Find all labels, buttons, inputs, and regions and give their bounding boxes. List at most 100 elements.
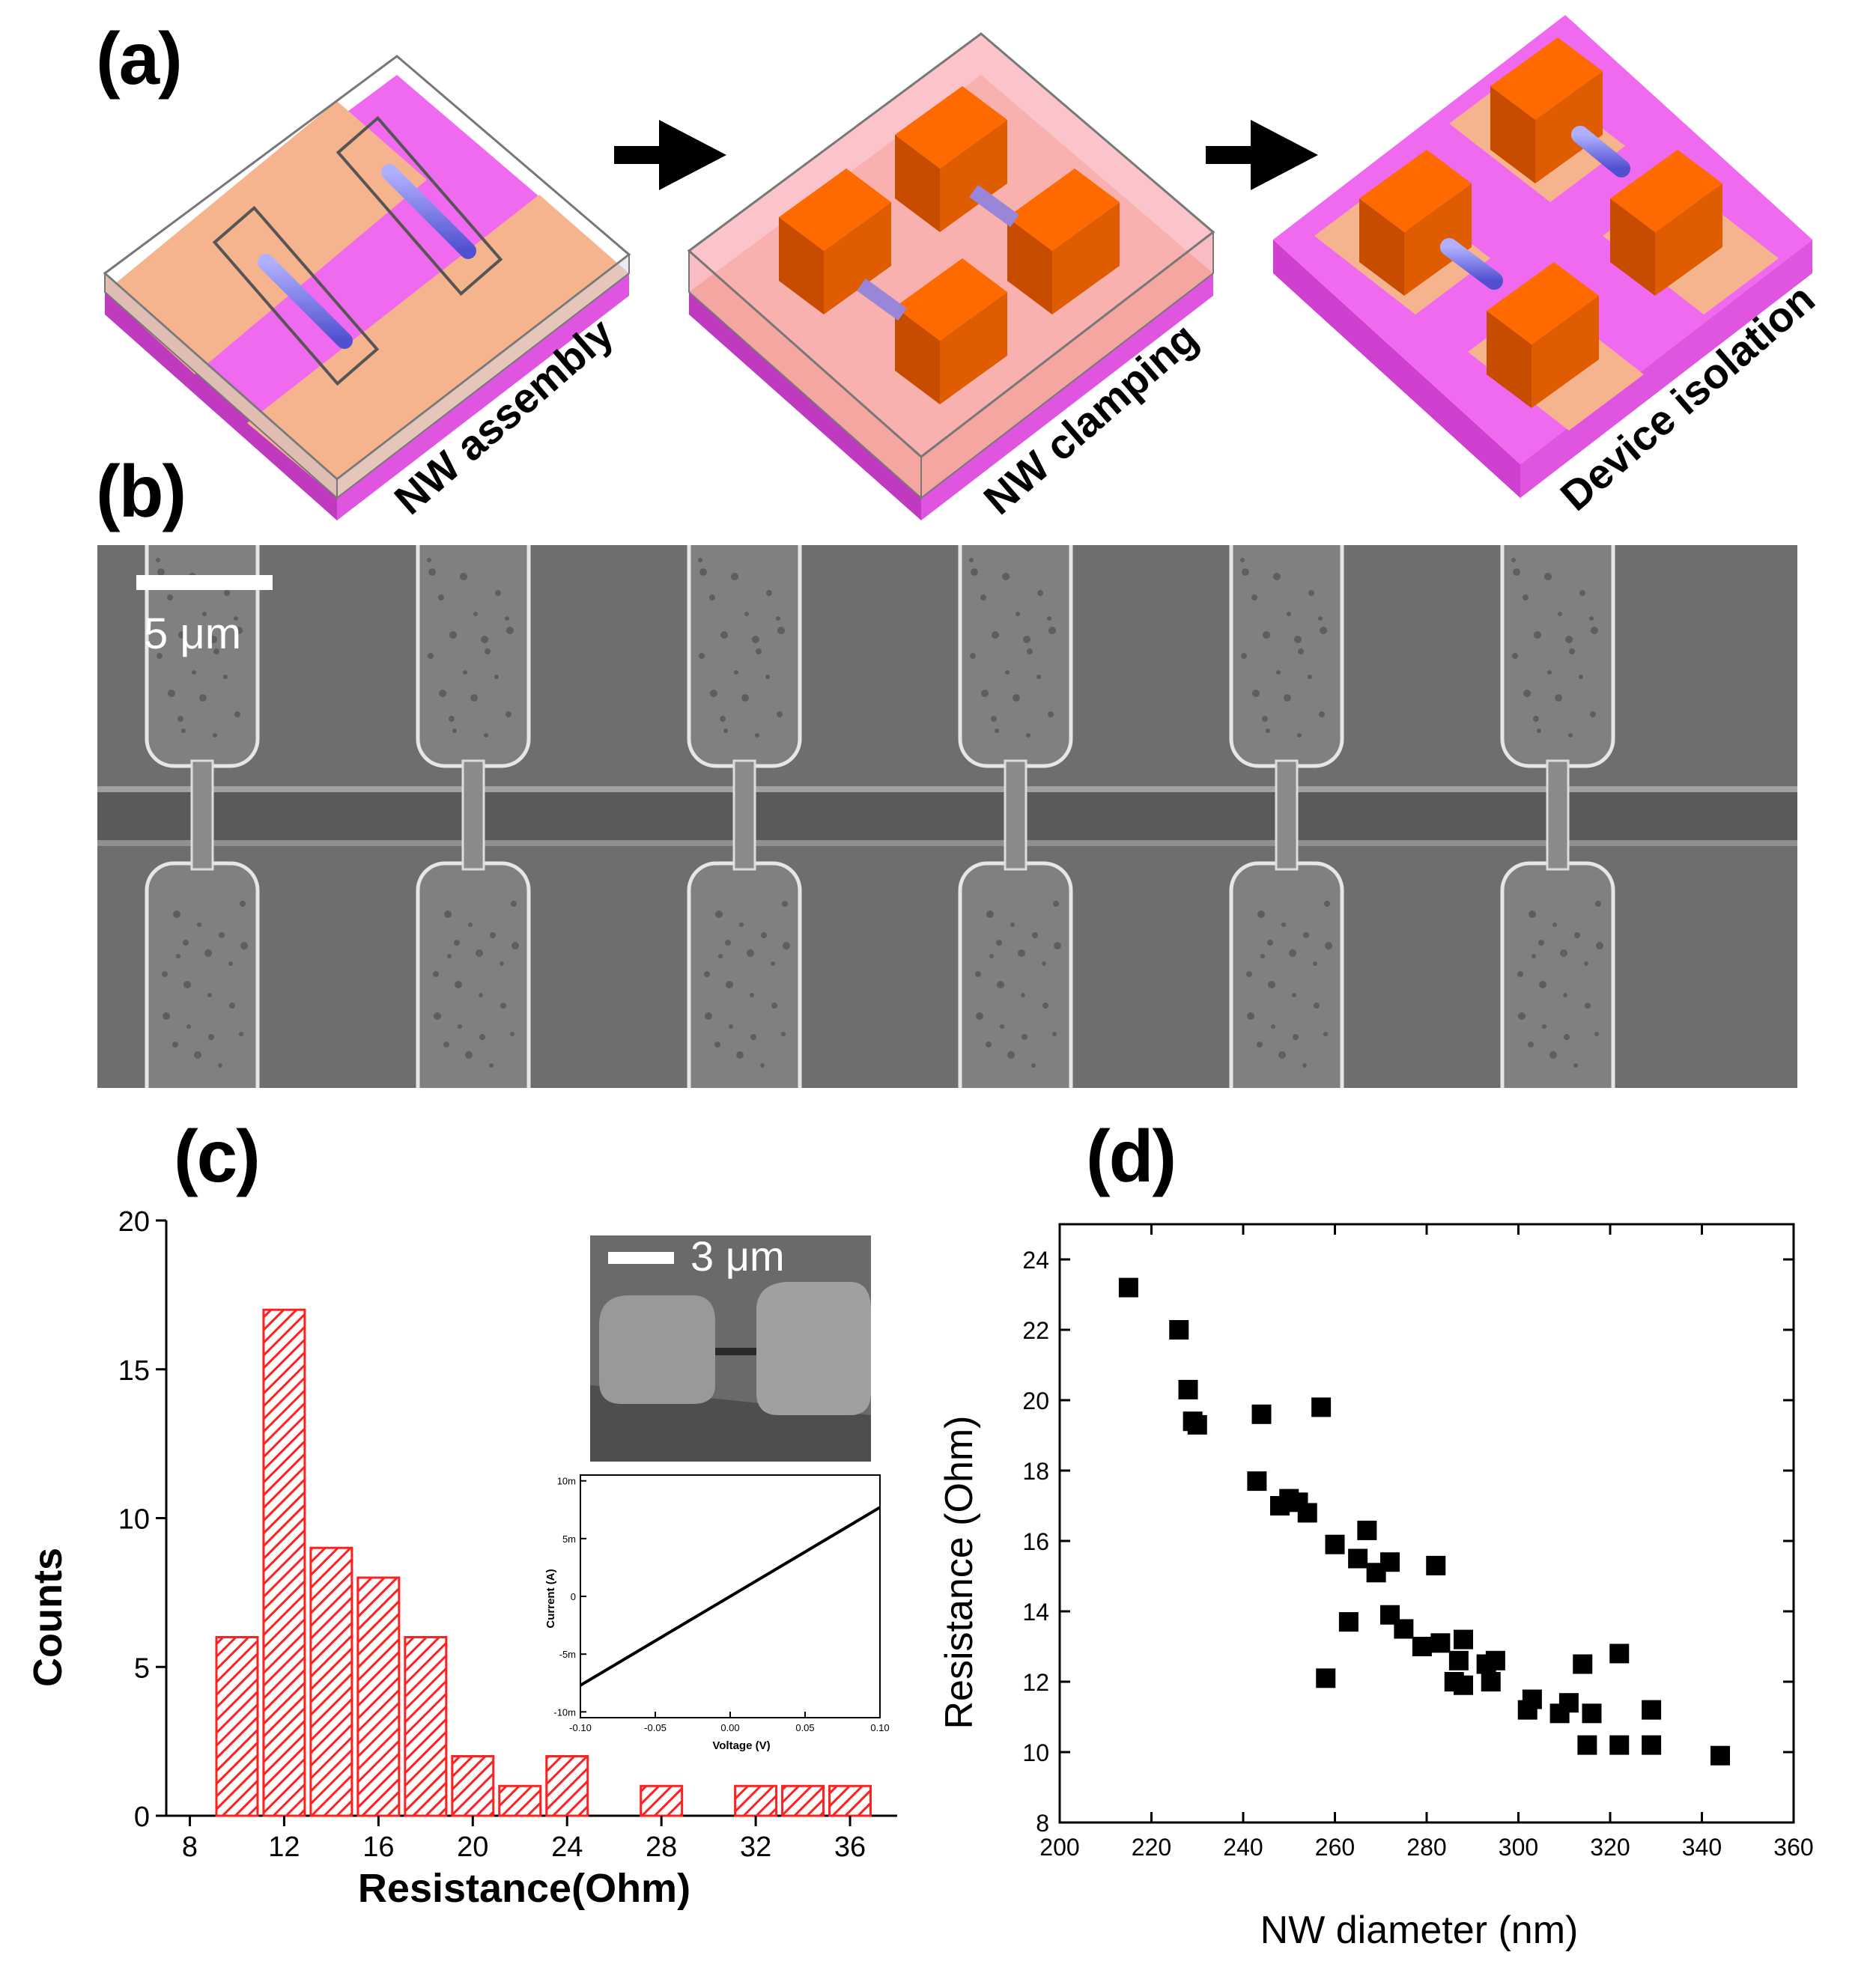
scatter-point: [1380, 1552, 1400, 1572]
iv-x-tick-label: -0.05: [644, 1722, 667, 1733]
pad-texture: [1560, 949, 1567, 957]
pad-texture: [460, 573, 467, 580]
pad-texture: [718, 954, 723, 958]
pad-texture: [750, 1034, 756, 1040]
pad-texture: [765, 675, 770, 679]
pad-texture: [183, 940, 189, 946]
pad-texture: [1042, 961, 1046, 966]
pad-texture: [1005, 670, 1010, 675]
panel-label-d: (d): [1086, 1115, 1177, 1197]
pad-texture: [1278, 1051, 1286, 1059]
scatter-point: [1609, 1735, 1630, 1755]
pad-texture: [1273, 573, 1281, 580]
pad-texture: [1036, 675, 1041, 679]
inset-sem-image: 3 μm: [590, 1232, 871, 1462]
pad-texture: [484, 733, 488, 738]
pad-texture: [720, 716, 726, 722]
step-nw-assembly-diagram: [103, 55, 631, 520]
scatter-y-tick-label: 16: [1022, 1528, 1049, 1555]
scatter-point: [1325, 1534, 1345, 1554]
nanowire: [461, 759, 485, 871]
pad-texture: [976, 1012, 983, 1020]
hist-bar: [640, 1784, 684, 1817]
nanowire: [857, 278, 907, 321]
pad-texture: [454, 940, 460, 946]
iv-y-tick-label: 10m: [557, 1476, 576, 1487]
pad-texture: [986, 1042, 992, 1048]
pad-texture: [224, 590, 230, 596]
pad-texture: [1052, 1032, 1057, 1036]
pad-texture: [1257, 910, 1265, 918]
hist-y-tick-label: 15: [118, 1355, 150, 1387]
pad-texture: [969, 558, 974, 562]
pad-texture: [506, 627, 514, 634]
pad-texture: [186, 1024, 191, 1029]
pad-texture: [989, 954, 994, 958]
pad-texture: [1589, 616, 1594, 621]
pad-texture: [1591, 627, 1598, 634]
pad-texture: [213, 733, 217, 738]
pad-texture: [1555, 694, 1562, 702]
pad-texture: [1018, 949, 1025, 957]
scatter-point: [1118, 1277, 1138, 1298]
pad-texture: [1596, 942, 1603, 949]
pad-texture: [1302, 1063, 1307, 1068]
scatter-point: [1187, 1414, 1207, 1435]
iv-y-tick-label: -10m: [553, 1706, 576, 1718]
scatter-y-tick-label: 14: [1022, 1599, 1049, 1626]
hist-bar: [734, 1784, 778, 1817]
electrode-pad-top: [1229, 545, 1344, 768]
hist-bar: [545, 1755, 589, 1817]
hist-bar: [215, 1636, 259, 1817]
pad-texture: [1284, 694, 1291, 702]
pad-texture: [428, 653, 434, 659]
pad-texture: [776, 616, 780, 621]
pad-texture: [1324, 901, 1330, 907]
pad-texture: [240, 901, 246, 907]
nanowire: [1440, 238, 1503, 290]
pad-texture: [210, 636, 217, 643]
pad-texture: [1594, 1032, 1599, 1036]
pad-texture: [489, 1063, 494, 1068]
pad-texture: [986, 910, 994, 918]
hist-x-tick-label: 36: [834, 1831, 866, 1863]
pad-texture: [1021, 993, 1025, 997]
pad-texture: [1271, 1024, 1275, 1029]
hist-bar: [498, 1784, 542, 1817]
pad-texture: [1013, 694, 1020, 702]
pad-texture: [1563, 993, 1567, 997]
pad-texture: [980, 595, 986, 601]
pad-texture: [439, 690, 446, 697]
pad-texture: [771, 961, 775, 966]
hist-x-tick-label: 20: [457, 1831, 488, 1863]
pad-texture: [512, 942, 519, 949]
pad-texture: [157, 653, 163, 659]
pad-texture: [760, 1063, 765, 1068]
scatter-point: [1454, 1675, 1473, 1695]
scale-bar: [136, 575, 273, 590]
pad-texture: [438, 595, 444, 601]
pad-texture: [1260, 954, 1265, 958]
pad-texture: [208, 1034, 214, 1040]
scatter-point: [1251, 1404, 1272, 1424]
pad-texture: [1529, 910, 1536, 918]
pad-texture: [1303, 932, 1309, 938]
pad-texture: [455, 981, 462, 988]
pad-texture: [1262, 716, 1268, 722]
pad-texture: [1318, 616, 1323, 621]
panel-a-schematic: NW assembly: [103, 15, 1824, 523]
pad-texture: [427, 558, 431, 562]
pad-texture: [199, 694, 207, 702]
pad-texture: [761, 932, 767, 938]
scatter-x-tick-label: 320: [1590, 1834, 1630, 1861]
arrow-right-icon: [614, 120, 726, 190]
nanowire: [732, 759, 756, 871]
pad-texture: [750, 993, 754, 997]
pad-texture: [157, 568, 165, 576]
pad-texture: [747, 949, 754, 957]
pad-texture: [1308, 675, 1312, 679]
pad-texture: [473, 612, 478, 616]
inset-scale-bar: [608, 1252, 674, 1264]
hist-bar: [404, 1636, 448, 1817]
scatter-point: [1448, 1650, 1469, 1670]
